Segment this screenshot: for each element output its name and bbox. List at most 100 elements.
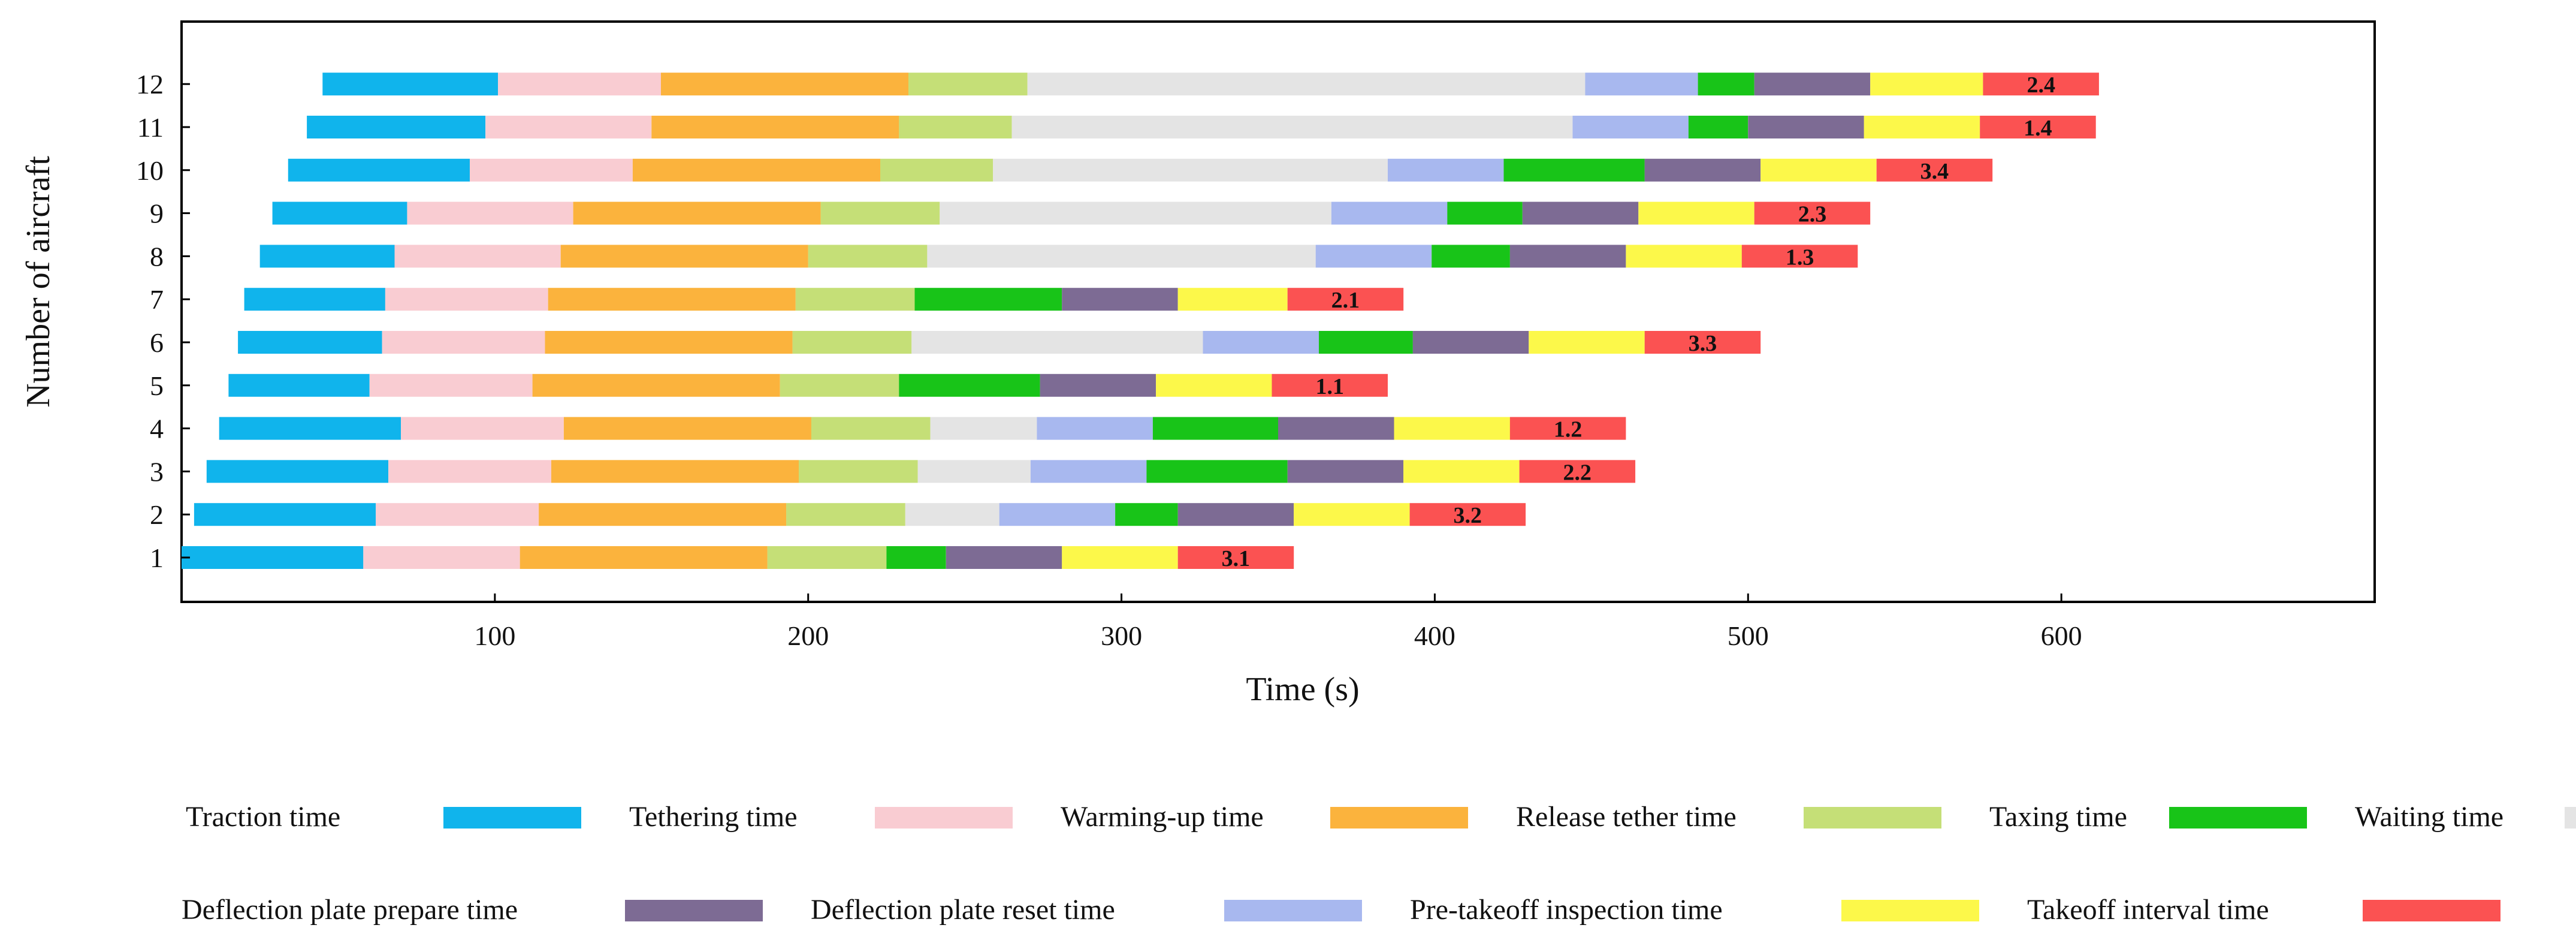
bar-segment-aircraft-2-tethering <box>376 503 539 526</box>
y-tick-label-2: 2 <box>150 499 164 530</box>
bar-segment-aircraft-4-traction <box>219 417 401 440</box>
bar-segment-aircraft-2-taxing <box>1115 503 1178 526</box>
bar-segment-aircraft-8-waiting <box>927 245 1316 268</box>
bar-segment-aircraft-1-interval <box>1177 546 1294 569</box>
bar-segment-aircraft-2-warming <box>539 503 787 526</box>
bar-segment-aircraft-10-warming <box>632 158 880 182</box>
bar-label-aircraft-6: 3.3 <box>1689 331 1717 356</box>
bar-segment-aircraft-1-release <box>767 546 887 569</box>
bar-segment-aircraft-6-release <box>792 331 912 354</box>
bar-segment-aircraft-3-defl_reset <box>1030 460 1147 483</box>
bar-label-aircraft-4: 1.2 <box>1554 417 1583 442</box>
bar-segment-aircraft-4-interval <box>1509 417 1626 440</box>
bar-segment-aircraft-8-release <box>808 245 928 268</box>
bar-segment-aircraft-4-inspection <box>1394 417 1510 440</box>
bar-segment-aircraft-5-warming <box>532 373 780 397</box>
bar-segment-aircraft-7-defl_prepare <box>1062 288 1178 311</box>
x-tick-label-200: 200 <box>787 620 829 651</box>
bar-segment-aircraft-2-traction <box>194 503 376 526</box>
bar-segment-aircraft-1-traction <box>182 546 364 569</box>
bar-segment-aircraft-11-defl_reset <box>1572 116 1689 138</box>
bar-segment-aircraft-6-tethering <box>382 331 545 354</box>
bar-segment-aircraft-7-warming <box>548 288 796 311</box>
legend-label-tethering: Tethering time <box>629 801 798 833</box>
bar-segment-aircraft-10-inspection <box>1760 158 1877 182</box>
bar-segment-aircraft-11-taxing <box>1688 116 1748 138</box>
bar-segment-aircraft-6-defl_prepare <box>1412 331 1529 354</box>
legend-swatch-traction <box>443 807 581 829</box>
bar-segment-aircraft-5-inspection <box>1156 373 1272 397</box>
bar-segment-aircraft-11-defl_prepare <box>1748 116 1864 138</box>
bar-segment-aircraft-2-defl_prepare <box>1177 503 1294 526</box>
bar-segment-aircraft-3-warming <box>551 460 799 483</box>
x-tick-label-500: 500 <box>1728 620 1769 651</box>
legend-swatch-tethering <box>875 807 1013 829</box>
bar-segment-aircraft-9-traction <box>272 201 407 225</box>
legend-swatch-interval <box>2363 900 2500 921</box>
bar-segment-aircraft-4-defl_reset <box>1037 417 1153 440</box>
legend-swatch-taxing <box>2169 807 2307 829</box>
bar-segment-aircraft-11-inspection <box>1864 116 1980 138</box>
legend-label-defl_prepare: Deflection plate prepare time <box>182 894 518 926</box>
bar-segment-aircraft-7-release <box>795 288 915 311</box>
bar-segment-aircraft-6-defl_reset <box>1203 331 1319 354</box>
bar-segment-aircraft-1-warming <box>520 546 768 569</box>
legend-row-2: Deflection plate prepare time Deflection … <box>0 892 2576 928</box>
legend-label-inspection: Pre-takeoff inspection time <box>1410 894 1723 926</box>
bar-segment-aircraft-8-inspection <box>1626 245 1742 268</box>
bar-label-aircraft-12: 2.4 <box>2027 73 2055 98</box>
legend-swatch-warming <box>1330 807 1468 829</box>
bar-segment-aircraft-11-waiting <box>1011 116 1573 138</box>
bar-segment-aircraft-11-interval <box>1980 116 2096 138</box>
bar-segment-aircraft-3-inspection <box>1403 460 1520 483</box>
bar-segments <box>182 73 2099 569</box>
bar-segment-aircraft-12-defl_prepare <box>1754 73 1871 96</box>
bar-segment-aircraft-1-inspection <box>1062 546 1178 569</box>
y-tick-label-6: 6 <box>150 327 164 358</box>
y-tick-label-7: 7 <box>150 284 164 315</box>
bar-label-aircraft-2: 3.2 <box>1454 503 1482 528</box>
x-tick-label-100: 100 <box>474 620 515 651</box>
legend-label-traction: Traction time <box>186 801 341 833</box>
bar-segment-aircraft-5-defl_prepare <box>1040 373 1156 397</box>
legend-label-interval: Takeoff interval time <box>2027 894 2269 926</box>
bar-segment-aircraft-9-inspection <box>1638 201 1754 225</box>
legend-label-waiting: Waiting time <box>2355 801 2504 833</box>
bar-segment-aircraft-10-taxing <box>1503 158 1645 182</box>
legend-swatch-release <box>1804 807 1941 829</box>
y-tick-label-12: 12 <box>136 69 164 100</box>
bar-segment-aircraft-7-inspection <box>1177 288 1288 311</box>
bar-segment-aircraft-7-traction <box>244 288 385 311</box>
bar-segment-aircraft-9-defl_prepare <box>1522 201 1639 225</box>
bar-segment-aircraft-6-waiting <box>911 331 1203 354</box>
bar-segment-aircraft-6-warming <box>545 331 793 354</box>
bar-segment-aircraft-9-defl_reset <box>1331 201 1448 225</box>
bar-segment-aircraft-2-inspection <box>1294 503 1410 526</box>
bar-label-aircraft-5: 1.1 <box>1316 374 1345 399</box>
bar-segment-aircraft-3-interval <box>1519 460 1636 483</box>
bar-label-aircraft-1: 3.1 <box>1222 546 1251 571</box>
bar-segment-aircraft-5-tethering <box>369 373 533 397</box>
bar-segment-aircraft-4-taxing <box>1152 417 1278 440</box>
bar-segment-aircraft-1-taxing <box>886 546 946 569</box>
x-axis-label: Time (s) <box>1246 671 1359 708</box>
bar-segment-aircraft-4-tethering <box>401 417 564 440</box>
bar-segment-aircraft-5-taxing <box>899 373 1040 397</box>
bar-segment-aircraft-12-taxing <box>1698 73 1754 96</box>
bar-segment-aircraft-12-release <box>908 73 1028 96</box>
bar-segment-aircraft-10-tethering <box>470 158 633 182</box>
bar-segment-aircraft-9-taxing <box>1447 201 1523 225</box>
bar-segment-aircraft-10-defl_reset <box>1388 158 1504 182</box>
bar-segment-aircraft-5-release <box>780 373 899 397</box>
bar-segment-aircraft-4-defl_prepare <box>1278 417 1394 440</box>
bar-segment-aircraft-3-traction <box>206 460 389 483</box>
bar-segment-aircraft-8-tethering <box>394 245 561 268</box>
bar-segment-aircraft-8-traction <box>259 245 395 268</box>
bar-label-aircraft-9: 2.3 <box>1798 202 1827 227</box>
bar-segment-aircraft-4-warming <box>563 417 811 440</box>
bar-segment-aircraft-2-interval <box>1409 503 1526 526</box>
bar-segment-aircraft-6-taxing <box>1319 331 1413 354</box>
bar-segment-aircraft-9-waiting <box>940 201 1331 225</box>
